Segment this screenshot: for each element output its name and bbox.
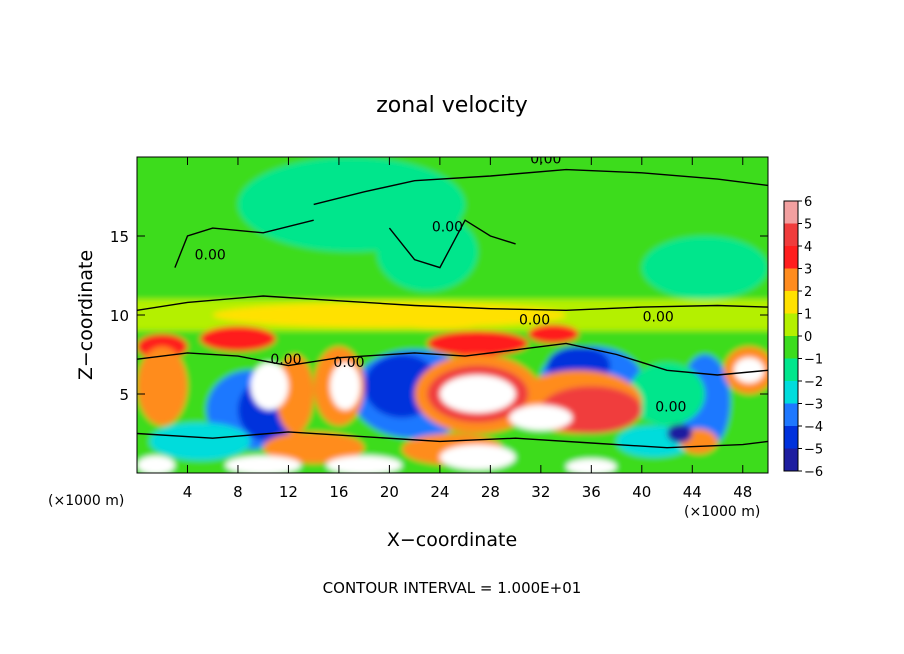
field-blob-37 <box>667 424 693 443</box>
contour-label-7: 0.00 <box>655 399 686 415</box>
field-blob-10 <box>528 324 579 344</box>
colorbar-label-1: 5 <box>804 218 812 233</box>
colorbar-label-8: −2 <box>804 375 823 390</box>
contour-label-2: 0.00 <box>195 248 226 264</box>
colorbar-swatch-4 <box>784 291 798 314</box>
colorbar-swatch-9 <box>784 403 798 426</box>
contour-line-1 <box>313 168 768 206</box>
field-blob-8 <box>200 326 276 352</box>
field-blob-4 <box>641 236 768 300</box>
y-tick-label-10: 10 <box>110 307 129 325</box>
colorbar-label-5: 1 <box>804 308 812 323</box>
field-blob-30 <box>509 405 573 431</box>
colorbar-label-12: −6 <box>804 465 823 480</box>
contour-label-5: 0.00 <box>270 352 301 368</box>
colorbar-label-10: −4 <box>804 420 823 435</box>
field-blob-19 <box>137 346 188 426</box>
colorbar-label-9: −3 <box>804 398 823 413</box>
colorbar-swatch-10 <box>784 426 798 449</box>
colorbar-swatch-7 <box>784 358 798 381</box>
colorbar-label-6: 0 <box>804 330 812 345</box>
velocity-field <box>137 157 768 473</box>
colorbar-swatch-3 <box>784 268 798 291</box>
contour-label-4: 0.00 <box>643 309 674 325</box>
field-blob-6 <box>389 307 491 330</box>
x-tick-label-32: 32 <box>531 483 550 501</box>
contour-line-2 <box>388 219 516 269</box>
x-unit-right: (×1000 m) <box>684 504 760 520</box>
x-tick-label-24: 24 <box>430 483 449 501</box>
field-blob-27 <box>250 362 289 410</box>
x-tick-label-8: 8 <box>233 483 243 501</box>
field-blob-34 <box>263 431 365 464</box>
contour-line-5 <box>137 431 768 449</box>
colorbar-label-11: −5 <box>804 443 823 458</box>
plot-area: 0.00 0.00 0.00 0.00 0.00 0.00 0.00 0.00 <box>137 151 768 473</box>
colorbar-swatch-11 <box>784 448 798 471</box>
x-tick-label-16: 16 <box>329 483 348 501</box>
field-blob-31 <box>733 357 765 383</box>
field-blob-29 <box>439 375 516 413</box>
contour-line-3 <box>174 219 314 268</box>
colorbar-swatch-1 <box>784 223 798 246</box>
x-unit-left: (×1000 m) <box>48 493 124 509</box>
colorbar-swatch-6 <box>784 336 798 359</box>
colorbar: 6 5 4 3 2 1 0 −1 −2 −3 −4 −5 −6 <box>783 195 823 480</box>
colorbar-label-7: −1 <box>804 353 823 368</box>
field-blob-9 <box>427 330 529 357</box>
colorbar-swatch-2 <box>784 246 798 269</box>
field-blob-3 <box>376 212 478 292</box>
contour-line-4 <box>137 342 768 376</box>
y-tick-label-5: 5 <box>119 386 129 404</box>
x-tick-label-40: 40 <box>632 483 651 501</box>
x-tick-label-36: 36 <box>582 483 601 501</box>
field-blob-28 <box>330 362 361 410</box>
y-tick-label-15: 15 <box>110 228 129 246</box>
contour-line-0 <box>137 295 768 312</box>
field-blob-18 <box>629 362 705 426</box>
colorbar-swatch-5 <box>784 313 798 336</box>
x-tick-label-28: 28 <box>481 483 500 501</box>
contour-label-6: 0.00 <box>333 355 364 371</box>
zero-contours <box>137 168 768 449</box>
field-blob-32 <box>149 422 251 461</box>
contour-label-1: 0.00 <box>432 219 463 235</box>
y-axis-label: Z−coordinate <box>75 250 97 380</box>
x-tick-label-12: 12 <box>279 483 298 501</box>
x-axis-ticks: 4 8 12 16 20 24 28 32 36 40 44 48 <box>183 157 752 501</box>
colorbar-label-0: 6 <box>804 195 812 210</box>
x-tick-label-44: 44 <box>683 483 702 501</box>
field-blob-40 <box>326 455 403 473</box>
colorbar-label-4: 2 <box>804 285 812 300</box>
contour-label-3: 0.00 <box>519 312 550 328</box>
x-tick-label-4: 4 <box>183 483 193 501</box>
contour-labels: 0.00 0.00 0.00 0.00 0.00 0.00 0.00 0.00 <box>195 151 687 415</box>
colorbar-swatch-8 <box>784 381 798 404</box>
field-blob-5 <box>212 302 567 328</box>
chart-title: zonal velocity <box>376 93 528 118</box>
x-axis-label: X−coordinate <box>387 529 517 551</box>
x-tick-label-20: 20 <box>380 483 399 501</box>
y-axis-ticks: 5 10 15 <box>110 228 768 404</box>
contour-label-0: 0.00 <box>530 151 561 167</box>
field-blob-39 <box>225 455 302 473</box>
field-blob-38 <box>137 455 175 473</box>
x-tick-label-48: 48 <box>733 483 752 501</box>
contour-interval-note: CONTOUR INTERVAL = 1.000E+01 <box>323 579 582 597</box>
colorbar-swatch-0 <box>784 201 798 224</box>
colorbar-label-2: 4 <box>804 240 812 255</box>
colorbar-label-3: 3 <box>804 263 812 278</box>
field-blob-41 <box>439 444 516 470</box>
